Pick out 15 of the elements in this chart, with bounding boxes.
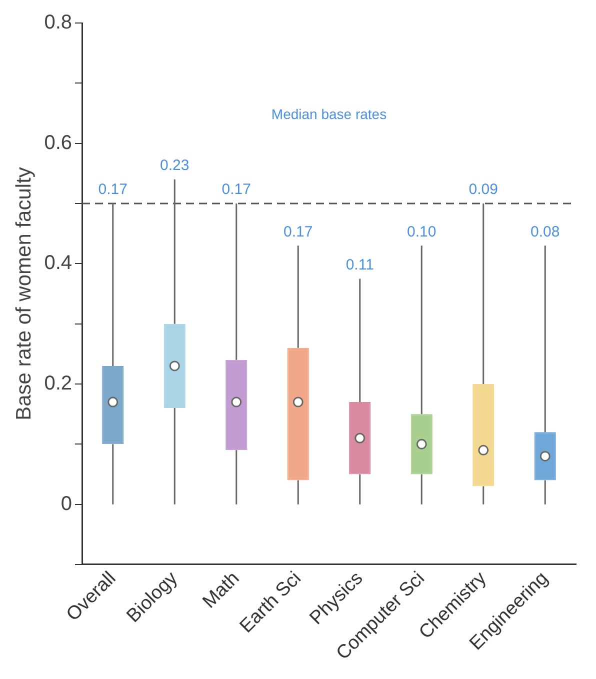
text: 0.10	[407, 223, 436, 240]
text: 0.08	[530, 223, 560, 240]
y-tick-label: 0.2	[44, 372, 72, 395]
y-tick-label: 0.4	[44, 252, 72, 274]
text: 0.17	[284, 223, 313, 240]
y-tick-label: 0.6	[44, 132, 72, 154]
text: 0.09	[468, 181, 498, 198]
text: 0.17	[98, 181, 128, 198]
text: 0.17	[222, 181, 251, 198]
annotation: Median base rates	[271, 106, 387, 122]
y-tick-label: 0	[60, 492, 72, 515]
text: 0.23	[160, 157, 190, 174]
y-axis-title: Base rate of women faculty	[12, 166, 36, 420]
y-tick-label: 0.8	[44, 12, 72, 34]
text: 0.11	[346, 256, 374, 274]
